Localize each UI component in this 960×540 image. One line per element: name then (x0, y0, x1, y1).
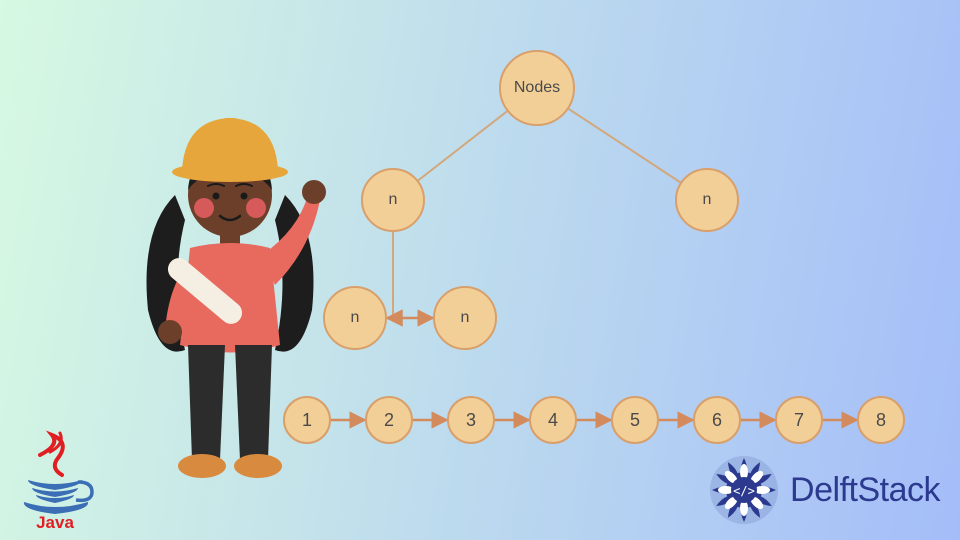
linked-list-node: 2 (365, 396, 413, 444)
diagram-nodes-layer: Nodesnnnn12345678 (0, 0, 960, 540)
linked-list-node: 5 (611, 396, 659, 444)
linked-list-node: 4 (529, 396, 577, 444)
tree-node: n (433, 286, 497, 350)
tree-node: n (323, 286, 387, 350)
tree-node: Nodes (499, 50, 575, 126)
linked-list-node: 6 (693, 396, 741, 444)
tree-node: n (675, 168, 739, 232)
linked-list-node: 7 (775, 396, 823, 444)
linked-list-node: 8 (857, 396, 905, 444)
linked-list-node: 3 (447, 396, 495, 444)
linked-list-node: 1 (283, 396, 331, 444)
tree-node: n (361, 168, 425, 232)
